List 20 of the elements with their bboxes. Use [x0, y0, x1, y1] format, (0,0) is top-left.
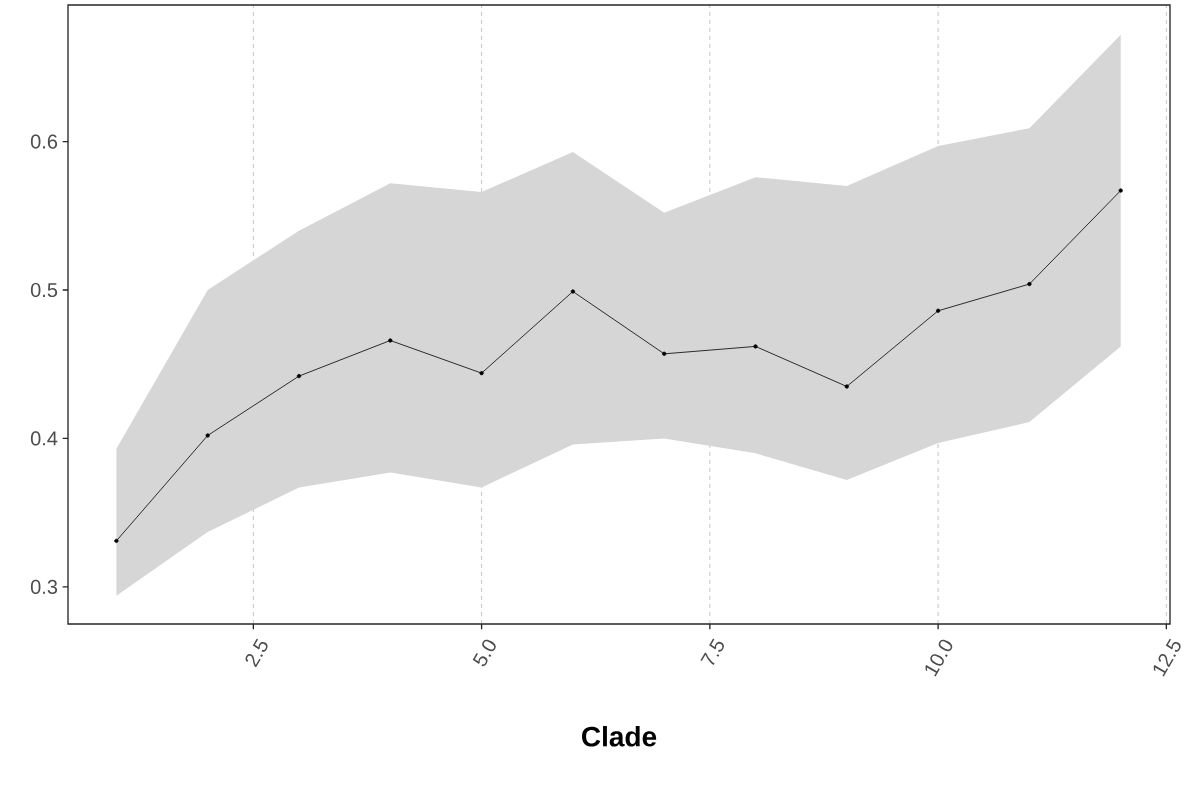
point: [935, 308, 941, 313]
point: [844, 384, 849, 389]
point: [1118, 188, 1123, 193]
y-tick-label: 0.5: [30, 282, 58, 298]
point: [1027, 281, 1032, 287]
point: [205, 433, 210, 438]
point: [479, 371, 484, 376]
point: [662, 351, 667, 356]
x-axis-title: Clade: [582, 726, 657, 747]
point: [570, 289, 576, 294]
point: [114, 538, 119, 544]
x-tick-label: 7.5: [700, 638, 724, 665]
y-tick-label: 0.4: [30, 431, 58, 446]
y-tick-label: 0.6: [30, 134, 58, 149]
point: [388, 338, 393, 343]
point: [296, 373, 302, 379]
y-tick-label: 0.3: [30, 579, 58, 594]
point: [753, 344, 758, 349]
x-tick-label: 2.5: [245, 638, 268, 668]
x-tick-label: 5.0: [472, 639, 496, 667]
